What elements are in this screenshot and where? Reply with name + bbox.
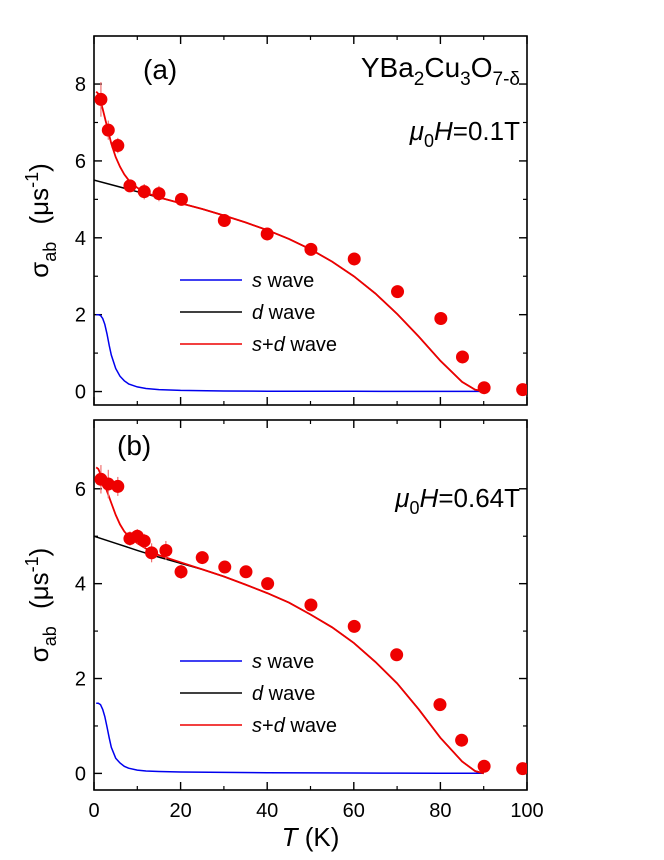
legend-label: s+d wave bbox=[252, 715, 337, 737]
data-point bbox=[477, 759, 491, 773]
data-point bbox=[433, 698, 447, 712]
y-tick-label: 2 bbox=[75, 305, 86, 327]
y-tick-label: 6 bbox=[75, 479, 86, 501]
legend-label: d wave bbox=[252, 683, 315, 705]
data-point bbox=[455, 350, 469, 364]
curves bbox=[94, 466, 484, 775]
y-axis-title: σab (μs-1) bbox=[22, 548, 60, 663]
s-wave-curve bbox=[96, 702, 484, 774]
data-point bbox=[174, 565, 188, 579]
data-point bbox=[455, 733, 469, 747]
data-point bbox=[137, 185, 151, 199]
x-tick-label: 0 bbox=[88, 800, 99, 822]
panel-label: (b) bbox=[117, 430, 151, 461]
data-point bbox=[434, 312, 448, 326]
legend-label: s wave bbox=[252, 651, 314, 673]
data-point bbox=[391, 285, 405, 299]
y-tick-label: 4 bbox=[75, 228, 86, 250]
legend-label: d wave bbox=[252, 302, 315, 324]
data-point bbox=[304, 242, 318, 256]
legend-label: s wave bbox=[252, 270, 314, 292]
y-tick-label: 4 bbox=[75, 574, 86, 596]
data-point bbox=[111, 139, 125, 153]
data-point bbox=[195, 551, 209, 565]
y-tick-label: 2 bbox=[75, 669, 86, 691]
y-tick-label: 0 bbox=[75, 382, 86, 404]
legend-label: s+d wave bbox=[252, 334, 337, 356]
data-point bbox=[101, 123, 115, 137]
data-point bbox=[217, 214, 231, 227]
data-point bbox=[111, 479, 125, 493]
data-point bbox=[137, 534, 151, 548]
x-axis-title: T (K) bbox=[282, 822, 340, 852]
y-tick-label: 6 bbox=[75, 151, 86, 173]
data-point bbox=[347, 252, 361, 266]
s-plus-d-wave-curve bbox=[95, 466, 484, 775]
y-tick-label: 0 bbox=[75, 763, 86, 785]
data-point bbox=[152, 187, 166, 201]
x-tick-label: 40 bbox=[256, 800, 278, 822]
compound-label: YBa2Cu3O7-δ bbox=[361, 52, 520, 90]
data-points bbox=[94, 82, 527, 397]
data-point bbox=[390, 648, 404, 662]
data-point bbox=[260, 227, 274, 241]
data-point bbox=[174, 192, 188, 206]
data-point bbox=[477, 381, 491, 395]
data-point bbox=[347, 619, 361, 633]
data-point bbox=[304, 598, 318, 612]
x-tick-label: 100 bbox=[510, 800, 543, 822]
data-point bbox=[239, 565, 253, 579]
s-wave-curve bbox=[96, 313, 484, 393]
y-axis-title: σab (μs-1) bbox=[22, 163, 60, 278]
data-point bbox=[123, 179, 137, 193]
field-label: μ0H=0.1T bbox=[409, 116, 520, 151]
data-point bbox=[261, 577, 275, 591]
data-point bbox=[94, 92, 108, 106]
panel-a: 0 2 4 6 8 (a) YBa2Cu3O7-δ μ0H=0.1T s wave d wave s… bbox=[22, 35, 528, 406]
panel-label: (a) bbox=[143, 54, 177, 85]
x-tick-label: 80 bbox=[429, 800, 451, 822]
x-tick-label: 20 bbox=[169, 800, 191, 822]
y-tick-label: 8 bbox=[75, 74, 86, 96]
x-tick-label: 60 bbox=[343, 800, 365, 822]
data-point bbox=[145, 546, 159, 560]
data-points bbox=[94, 465, 527, 776]
data-point bbox=[516, 762, 527, 776]
data-point bbox=[516, 383, 527, 397]
data-point bbox=[218, 560, 232, 574]
field-label: μ0H=0.64T bbox=[394, 483, 520, 518]
data-point bbox=[159, 543, 173, 557]
